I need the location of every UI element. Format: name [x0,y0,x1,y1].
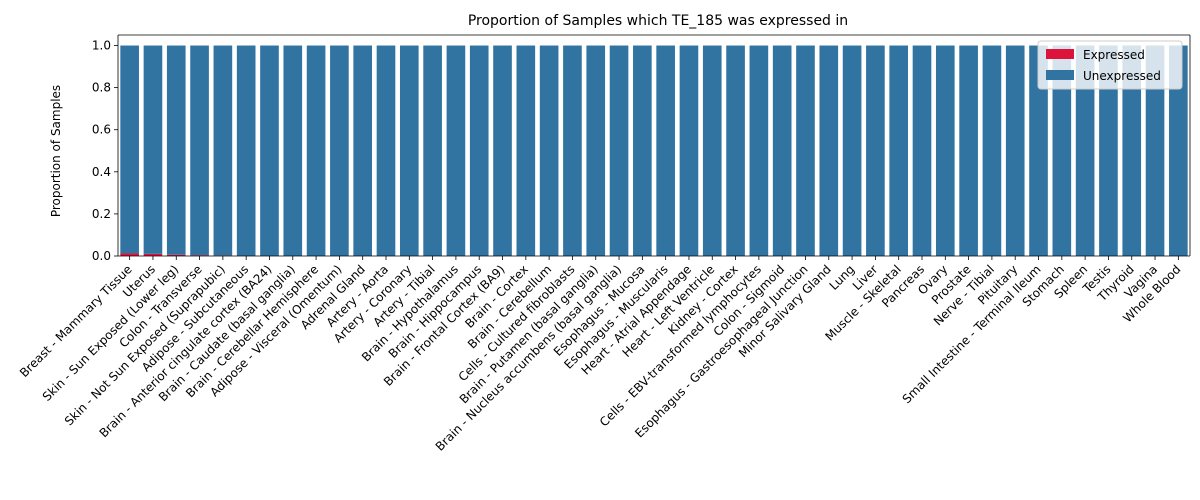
y-tick-label: 0.0 [92,249,111,263]
bar-unexpressed-21 [609,45,629,256]
bar-unexpressed-19 [563,45,582,256]
legend-label-unexpressed: Unexpressed [1083,69,1161,83]
bar-unexpressed-27 [749,45,769,256]
bar-unexpressed-7 [283,45,303,256]
bar-unexpressed-31 [842,45,862,256]
legend-swatch-expressed [1046,49,1074,59]
y-tick-label: 0.8 [92,81,111,95]
bar-unexpressed-8 [306,45,326,256]
bar-expressed-1 [143,253,163,256]
bar-unexpressed-0 [120,45,139,254]
chart-title: Proportion of Samples which TE_185 was e… [468,13,848,29]
y-tick-label: 0.6 [92,123,111,137]
bar-unexpressed-39 [1029,45,1048,256]
bar-expressed-2 [166,254,186,256]
bar-expressed-3 [190,255,209,256]
bar-expressed-0 [120,253,139,256]
legend-label-expressed: Expressed [1083,48,1145,62]
bar-unexpressed-11 [376,45,396,256]
bar-unexpressed-28 [772,45,792,256]
bar-unexpressed-20 [586,45,606,256]
bar-unexpressed-14 [446,45,466,256]
bar-unexpressed-25 [702,45,722,256]
bar-unexpressed-4 [213,45,233,256]
bar-unexpressed-15 [469,45,489,256]
bar-unexpressed-24 [679,45,699,256]
bar-unexpressed-6 [260,45,279,256]
bar-unexpressed-22 [633,45,652,256]
bar-unexpressed-36 [959,45,978,256]
legend: Expressed Unexpressed [1037,40,1183,90]
bar-unexpressed-13 [423,45,442,256]
bar-unexpressed-16 [493,45,512,256]
bar-unexpressed-5 [236,45,256,256]
bar-unexpressed-23 [656,45,675,256]
y-tick-label: 1.0 [92,39,111,53]
bar-unexpressed-32 [866,45,885,256]
bar-unexpressed-18 [539,45,559,256]
bar-unexpressed-10 [353,45,373,256]
bar-unexpressed-3 [190,45,209,256]
bar-unexpressed-35 [935,45,955,256]
x-tick-label: Skin - Not Sun Exposed (Suprapubic) [62,262,228,428]
bar-unexpressed-45 [1169,45,1188,256]
bar-unexpressed-17 [516,45,536,256]
bar-unexpressed-9 [330,45,349,256]
bar-unexpressed-40 [1052,45,1072,256]
bar-unexpressed-33 [889,45,909,256]
bar-unexpressed-38 [1005,45,1025,256]
bar-unexpressed-26 [726,45,745,256]
bar-unexpressed-2 [166,45,186,255]
bar-unexpressed-42 [1099,45,1118,256]
plot-area [120,45,1188,256]
bar-unexpressed-43 [1122,45,1142,256]
bar-unexpressed-41 [1075,45,1095,256]
bar-unexpressed-30 [819,45,839,256]
y-axis: 0.0 0.2 0.4 0.6 0.8 1.0 [92,34,1191,263]
y-axis-label: Proportion of Samples [49,85,63,217]
bar-unexpressed-29 [796,45,815,256]
bar-unexpressed-44 [1145,45,1165,256]
y-tick-label: 0.4 [92,165,111,179]
bar-unexpressed-34 [912,45,932,256]
bar-unexpressed-37 [982,45,1002,256]
bar-unexpressed-1 [143,45,163,254]
bar-unexpressed-12 [399,45,419,256]
x-tick-label: Lung [827,262,858,293]
legend-swatch-unexpressed [1046,70,1074,80]
y-tick-label: 0.2 [92,207,111,221]
